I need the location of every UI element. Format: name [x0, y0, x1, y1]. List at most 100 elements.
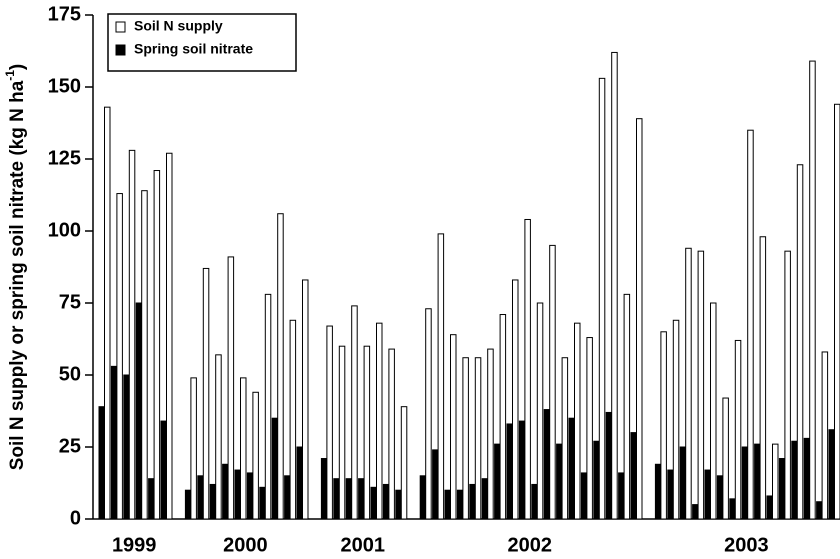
- supply-bar: [166, 152, 173, 520]
- nitrate-bar: [110, 365, 118, 520]
- supply-bar: [338, 345, 346, 520]
- nitrate-bar: [754, 443, 761, 520]
- supply-bar: [128, 149, 136, 520]
- y-axis-label-text: Soil N supply or spring soil nitrate (kg…: [7, 80, 28, 470]
- y-tick-label: 25: [59, 435, 81, 457]
- supply-bar: [710, 302, 717, 520]
- x-group-label: 1999: [112, 534, 157, 556]
- nitrate-bar: [654, 463, 662, 520]
- nitrate-bar: [135, 302, 143, 520]
- supply-bar: [574, 322, 581, 520]
- supply-bar: [809, 60, 816, 520]
- y-tick-label: 75: [59, 291, 81, 313]
- x-group-label: 2003: [724, 534, 769, 556]
- supply-bar: [252, 391, 259, 520]
- nitrate-bar: [98, 406, 105, 520]
- nitrate-bar: [494, 443, 501, 520]
- nitrate-bar: [123, 374, 130, 520]
- nitrate-bar: [419, 475, 427, 520]
- supply-bar: [215, 354, 222, 520]
- nitrate-bar: [358, 478, 365, 520]
- nitrate-bar: [345, 478, 353, 520]
- nitrate-bar: [580, 472, 588, 520]
- supply-bar: [747, 129, 754, 520]
- supply-bar: [153, 170, 161, 520]
- supply-bar: [277, 213, 284, 520]
- x-group-label: 2002: [508, 534, 553, 556]
- nitrate-bar: [778, 458, 786, 520]
- supply-bar: [437, 233, 445, 520]
- nitrate-bar: [692, 504, 699, 520]
- supply-bar: [784, 250, 791, 520]
- nitrate-bar: [160, 420, 167, 520]
- nitrate-bar: [395, 489, 402, 520]
- supply-bar: [351, 305, 358, 520]
- nitrate-bar: [568, 417, 575, 520]
- nitrate-bar: [320, 458, 328, 520]
- supply-bar: [499, 314, 507, 520]
- nitrate-bar: [667, 469, 674, 520]
- nitrate-bar: [679, 446, 687, 520]
- nitrate-bar: [816, 501, 823, 520]
- nitrate-bar: [444, 489, 451, 520]
- legend-swatch: [115, 44, 126, 56]
- supply-bar: [264, 293, 272, 520]
- supply-bar: [388, 348, 395, 520]
- y-tick-label: 175: [48, 3, 81, 25]
- nitrate-bar: [630, 432, 637, 520]
- supply-bar: [240, 377, 247, 520]
- nitrate-bar: [741, 446, 749, 520]
- supply-bar: [685, 247, 692, 520]
- nitrate-bar: [543, 409, 551, 520]
- nitrate-bar: [271, 417, 279, 520]
- supply-bar: [425, 308, 432, 520]
- nitrate-bar: [556, 443, 563, 520]
- nitrate-bar: [456, 489, 464, 520]
- supply-bar: [834, 103, 840, 520]
- supply-bar: [376, 322, 383, 520]
- nitrate-bar: [148, 478, 155, 520]
- y-axis-label-sup: -1: [3, 70, 17, 81]
- nitrate-bar: [593, 440, 600, 520]
- nitrate-bar: [506, 423, 513, 520]
- y-tick-label: 125: [48, 147, 81, 169]
- nitrate-bar: [222, 463, 229, 520]
- nitrate-bar: [382, 483, 390, 520]
- y-tick-label: 50: [59, 363, 81, 385]
- supply-bar: [474, 357, 482, 520]
- nitrate-bar: [284, 475, 291, 520]
- y-axis-label: Soil N supply or spring soil nitrate (kg…: [3, 64, 28, 471]
- supply-bar: [536, 302, 544, 520]
- supply-bar: [116, 193, 123, 520]
- nitrate-bar: [370, 486, 377, 520]
- nitrate-bar: [605, 411, 613, 520]
- nitrate-bar: [333, 478, 340, 520]
- nitrate-bar: [234, 469, 241, 520]
- supply-bar: [772, 443, 779, 520]
- nitrate-bar: [791, 440, 798, 520]
- nitrate-bar: [766, 495, 773, 520]
- supply-bar: [363, 345, 371, 520]
- supply-bar: [722, 397, 729, 520]
- y-tick-label: 100: [48, 219, 81, 241]
- supply-bar: [289, 319, 297, 520]
- supply-bar: [586, 337, 593, 520]
- nitrate-bar: [704, 469, 711, 520]
- supply-bar: [598, 77, 606, 520]
- nitrate-bar: [246, 472, 254, 520]
- supply-bar: [561, 357, 569, 520]
- supply-bar: [302, 279, 309, 520]
- nitrate-bar: [729, 498, 736, 520]
- supply-bar: [202, 267, 210, 520]
- supply-bar: [759, 236, 767, 520]
- supply-bar: [821, 351, 829, 520]
- y-axis-label-end: ): [7, 64, 28, 70]
- supply-bar: [512, 279, 519, 520]
- legend-label: Soil N supply: [134, 18, 223, 34]
- supply-bar: [450, 334, 457, 520]
- nitrate-bar: [469, 483, 476, 520]
- nitrate-bar: [828, 429, 835, 520]
- x-group-label: 2001: [341, 534, 386, 556]
- supply-bar: [672, 319, 680, 520]
